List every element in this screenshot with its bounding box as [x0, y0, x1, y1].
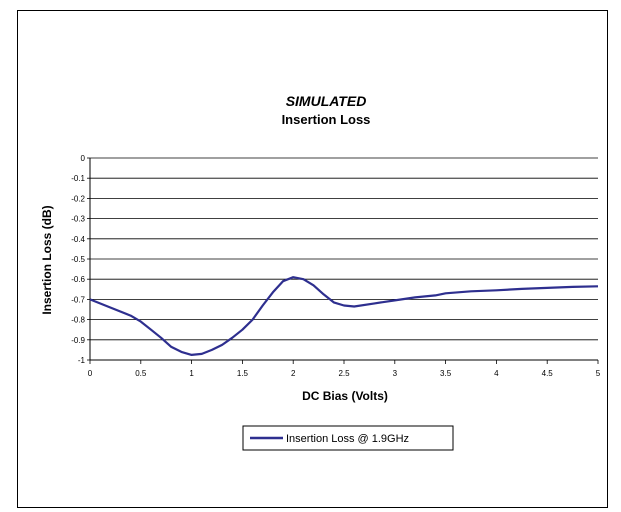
y-tick-label: -0.9	[71, 336, 85, 345]
y-tick-label: -1	[78, 356, 86, 365]
series-line-insertion-loss	[89, 276, 599, 356]
y-tick-label: -0.8	[71, 316, 85, 325]
x-tick-label: 3.5	[440, 369, 452, 378]
y-tick-label: -0.2	[71, 194, 85, 203]
y-tick-label: 0	[81, 154, 86, 163]
x-tick-label: 0.5	[135, 369, 147, 378]
axes	[87, 157, 599, 364]
chart-title: SIMULATED	[286, 93, 367, 109]
x-tick-label: 2	[291, 369, 296, 378]
y-tick-label: -0.6	[71, 275, 85, 284]
x-axis-label: DC Bias (Volts)	[302, 389, 388, 403]
x-tick-label: 1	[189, 369, 194, 378]
x-tick-labels: 0 0.5 1 1.5 2 2.5 3 3.5 4 4.5 5	[88, 369, 601, 378]
x-tick-label: 2.5	[338, 369, 350, 378]
x-tick-label: 4	[494, 369, 499, 378]
y-tick-label: -0.4	[71, 235, 85, 244]
y-tick-label: -0.7	[71, 295, 85, 304]
x-tick-label: 1.5	[237, 369, 249, 378]
y-tick-label: -0.3	[71, 215, 85, 224]
y-tick-label: -0.5	[71, 255, 85, 264]
legend: Insertion Loss @ 1.9GHz	[242, 425, 454, 451]
series-group	[89, 276, 599, 356]
x-tick-label: 5	[596, 369, 601, 378]
grid-lines	[90, 157, 598, 341]
y-tick-labels: 0 -0.1 -0.2 -0.3 -0.4 -0.5 -0.6 -0.7 -0.8 -0.9 -1	[71, 154, 85, 365]
x-tick-label: 4.5	[542, 369, 554, 378]
chart-subtitle: Insertion Loss	[282, 112, 371, 127]
y-axis-label: Insertion Loss (dB)	[40, 205, 54, 314]
x-tick-label: 3	[393, 369, 398, 378]
x-tick-label: 0	[88, 369, 93, 378]
y-tick-label: -0.1	[71, 174, 85, 183]
legend-entry-label: Insertion Loss @ 1.9GHz	[286, 433, 409, 445]
